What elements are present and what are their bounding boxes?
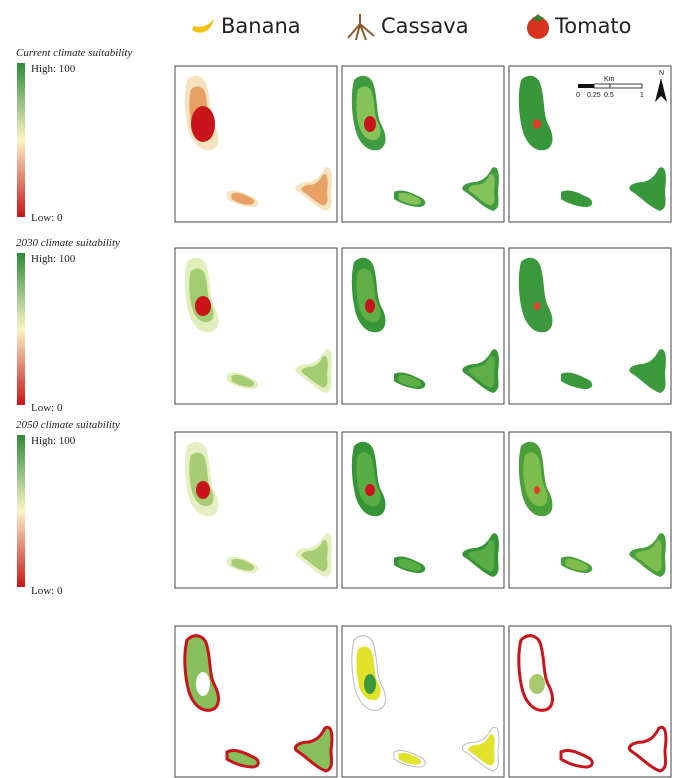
island-inner <box>398 374 421 387</box>
suitability-core <box>196 672 210 696</box>
legend-low: Low: 0 <box>31 402 63 414</box>
suitability-core <box>191 106 215 142</box>
crop-label: Banana <box>221 14 301 38</box>
legend-bar <box>17 435 25 587</box>
legend-bar <box>17 63 25 217</box>
scale-tick: 0.5 <box>604 92 614 99</box>
island-inner <box>565 752 588 765</box>
map-panel <box>174 625 338 778</box>
scale-bar: Km 0 0.25 0.5 1 N <box>576 70 667 102</box>
legend-high: High: 100 <box>31 63 76 75</box>
island-inner <box>231 752 254 765</box>
island-inner <box>635 734 662 766</box>
suitability-core <box>533 119 541 129</box>
island-inner <box>301 734 328 766</box>
legend-title: Current climate suitability <box>16 47 132 59</box>
island-inner <box>565 374 588 387</box>
island-inner <box>468 734 495 766</box>
island-inner <box>523 268 548 323</box>
island-inner <box>635 356 662 388</box>
legend-title: 2030 climate suitability <box>16 237 120 249</box>
map-panel <box>508 625 672 778</box>
crop-label: Cassava <box>381 14 469 38</box>
legend-bar <box>17 253 25 405</box>
map-panel <box>341 247 505 405</box>
island-inner <box>398 752 421 765</box>
island-inner <box>301 356 328 388</box>
suitability-core <box>534 486 540 494</box>
legend-title: 2050 climate suitability <box>16 419 120 431</box>
north-label: N <box>659 70 664 77</box>
island-inner <box>301 174 328 206</box>
map-panel <box>174 431 338 589</box>
map-panel <box>508 65 672 223</box>
island-inner <box>468 356 495 388</box>
suitability-core <box>195 296 211 316</box>
island-inner <box>468 174 495 206</box>
island-inner <box>231 374 254 387</box>
scale-tick: 0 <box>576 92 580 99</box>
map-panel <box>174 65 338 223</box>
banana-icon <box>192 18 214 33</box>
island-inner <box>231 192 254 205</box>
scale-unit: Km <box>604 76 615 83</box>
scale-tick: 1 <box>640 92 644 99</box>
island-inner <box>356 452 381 507</box>
island-inner <box>301 540 328 572</box>
suitability-core <box>534 302 540 310</box>
north-arrow <box>655 78 667 102</box>
map-panel <box>341 431 505 589</box>
island-inner <box>565 192 588 205</box>
suitability-core <box>365 484 375 496</box>
scale-tick: 0.25 <box>587 92 601 99</box>
island-inner <box>231 558 254 571</box>
suitability-core <box>196 481 210 499</box>
map-panel <box>341 65 505 223</box>
map-panel <box>508 431 672 589</box>
island-inner <box>635 540 662 572</box>
island-inner <box>398 558 421 571</box>
crop-label: Tomato <box>554 14 632 38</box>
island-inner <box>523 452 548 507</box>
tomato-icon <box>527 14 549 39</box>
suitability-core <box>529 674 545 694</box>
island-inner <box>635 174 662 206</box>
suitability-core <box>364 674 376 694</box>
map-panel <box>341 625 505 778</box>
map-panel <box>508 247 672 405</box>
island-inner <box>468 540 495 572</box>
island-inner <box>523 86 548 141</box>
legend-low: Low: 0 <box>31 212 63 224</box>
legend-low: Low: 0 <box>31 585 63 597</box>
suitability-core <box>365 299 375 313</box>
suitability-core <box>364 116 376 132</box>
map-panel <box>174 247 338 405</box>
cassava-icon <box>347 14 375 41</box>
legend-high: High: 100 <box>31 253 76 265</box>
island-inner <box>398 192 421 205</box>
island-inner <box>565 558 588 571</box>
legend-high: High: 100 <box>31 435 76 447</box>
